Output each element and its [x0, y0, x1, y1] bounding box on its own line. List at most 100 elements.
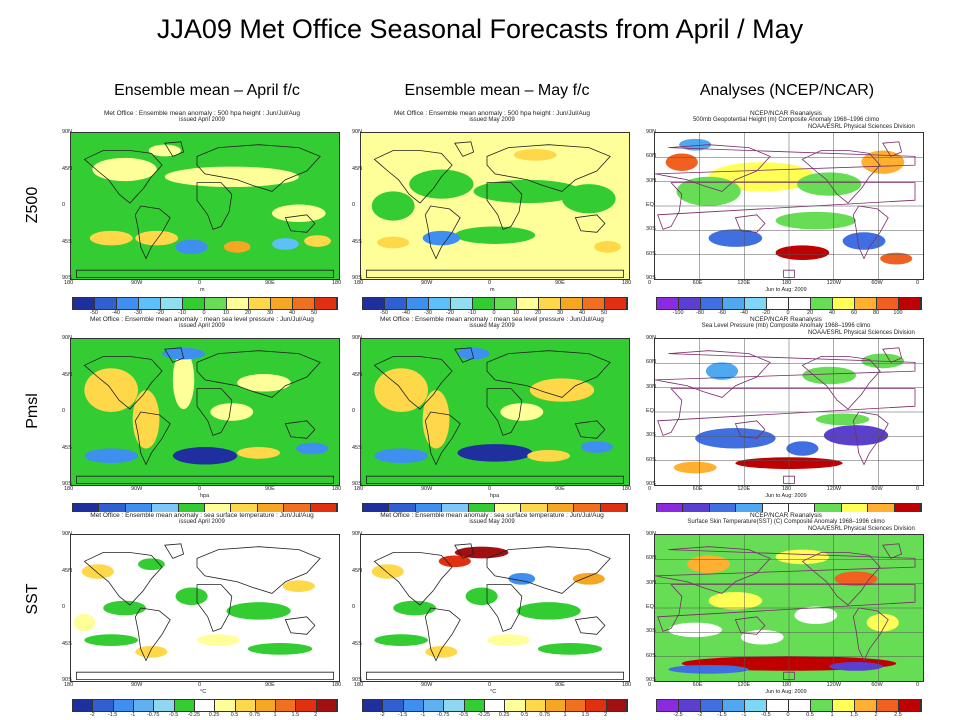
coastline — [486, 584, 523, 632]
unit-label: °C — [200, 689, 207, 695]
latitude-label: 30N — [646, 383, 657, 390]
unit-label: m — [200, 287, 205, 293]
anomaly-region — [296, 442, 329, 455]
longitude-label: 60W — [871, 280, 883, 286]
longitude-label: 0 — [916, 682, 920, 688]
colorbar-swatch — [566, 700, 587, 711]
latitude-label: 45S — [62, 640, 72, 647]
coastline — [424, 411, 461, 466]
latitude-label: 45N — [352, 371, 363, 378]
colorbar-swatch — [547, 504, 575, 515]
coastline — [134, 205, 171, 260]
coastline — [454, 141, 475, 157]
latitude-label: 90N — [62, 531, 73, 537]
anomaly-region — [84, 368, 138, 412]
panel-footer: Jun to Aug: 2009 — [765, 493, 807, 499]
anomaly-region — [272, 204, 326, 223]
latitude-label: 90N — [646, 335, 657, 341]
latitude-label: 90N — [646, 129, 657, 135]
anomaly-region — [842, 232, 886, 250]
colorbar-swatch — [389, 504, 416, 515]
colorbar-swatch — [464, 700, 485, 711]
colorbar-tick-label: -0.5 — [458, 712, 469, 718]
anomaly-region — [679, 138, 712, 151]
coastline — [852, 205, 889, 260]
panel-title: NCEP/NCAR Reanalysis — [750, 512, 822, 519]
colorbar-tick-label: 60 — [850, 310, 858, 316]
colorbar-tick-label: 40 — [578, 310, 586, 316]
colorbar-tick-label: -20 — [762, 310, 770, 316]
anomaly-region — [486, 634, 530, 646]
unit-label: m — [490, 287, 495, 293]
anomaly-region — [393, 600, 437, 616]
panel-title: NCEP/NCAR Reanalysis — [750, 316, 822, 323]
map-field — [360, 534, 630, 682]
anomaly-region — [454, 226, 536, 244]
colorbar-tick-label: 40 — [828, 310, 836, 316]
coastline — [655, 144, 916, 192]
colorbar-tick-label: -2 — [697, 712, 703, 718]
panel-title: Met Office : Ensemble mean anomaly : 500… — [103, 110, 301, 117]
colorbar-tick-label: 0 — [786, 712, 790, 718]
colorbar-swatch — [385, 298, 407, 309]
coastline — [83, 150, 163, 204]
coastline — [882, 347, 903, 363]
colorbar-tick-label: 0 — [202, 310, 206, 316]
colorbar — [362, 297, 628, 310]
colorbar-tick-label: 0.25 — [208, 712, 220, 718]
longitude-label: 180 — [782, 486, 792, 492]
anomaly-region — [377, 236, 410, 249]
coastline — [734, 214, 766, 233]
colorbar-swatch — [73, 298, 95, 309]
colorbar — [656, 503, 922, 516]
panel-footer: Jun to Aug: 2009 — [765, 689, 807, 695]
longitude-label: 180 — [332, 682, 342, 688]
longitude-label: 180 — [354, 486, 364, 492]
anomaly-region — [580, 441, 613, 453]
panel-subtitle: issued April 2009 — [179, 323, 225, 329]
colorbar-tick-label: -0.75 — [146, 712, 160, 718]
anomaly-region — [695, 428, 776, 449]
anomaly-region — [815, 413, 870, 426]
colorbar-swatch — [789, 298, 811, 309]
colorbar-swatch — [178, 504, 206, 515]
anomaly-region — [465, 587, 498, 606]
coastline — [655, 546, 916, 594]
column-header-april: Ensemble mean – April f/c — [114, 82, 300, 99]
coastline — [454, 347, 475, 363]
latitude-label: 90S — [62, 275, 72, 281]
coastline — [196, 584, 233, 632]
longitude-label: 0 — [488, 486, 492, 492]
colorbar-swatch — [363, 504, 390, 515]
colorbar-swatch — [183, 298, 205, 309]
colorbar-swatch — [811, 298, 833, 309]
colorbar-swatch — [255, 700, 277, 711]
colorbar-swatch — [284, 504, 311, 515]
map-panel-z500-col3: NCEP/NCAR Reanalysis 500mb Geopotential H… — [646, 110, 926, 316]
colorbar-swatch — [877, 700, 899, 711]
longitude-label: 90E — [265, 486, 275, 492]
colorbar-swatch — [271, 298, 293, 309]
colorbar-tick-label: 1.5 — [850, 712, 858, 718]
coastline — [657, 388, 916, 436]
longitude-label: 180 — [64, 682, 74, 688]
colorbar-swatch — [899, 298, 921, 309]
field-background — [361, 339, 629, 485]
longitude-label: 90E — [555, 486, 565, 492]
latitude-label: 90N — [352, 531, 363, 537]
colorbar-tick-label: 100 — [893, 310, 903, 316]
colorbar-tick-label: 1 — [563, 712, 567, 718]
anomaly-region — [304, 235, 331, 247]
colorbar-swatch — [657, 298, 679, 309]
latitude-label: 0 — [62, 408, 66, 414]
longitude-label: 90W — [131, 486, 143, 492]
coastline — [574, 616, 606, 635]
coastline — [366, 671, 625, 680]
coastline — [76, 475, 335, 484]
colorbar-swatch — [745, 298, 767, 309]
coastline — [454, 543, 475, 559]
colorbar-tick-label: -1.5 — [717, 712, 727, 718]
coastline — [373, 150, 453, 204]
map-field — [360, 338, 630, 486]
colorbar-swatch — [152, 504, 179, 515]
